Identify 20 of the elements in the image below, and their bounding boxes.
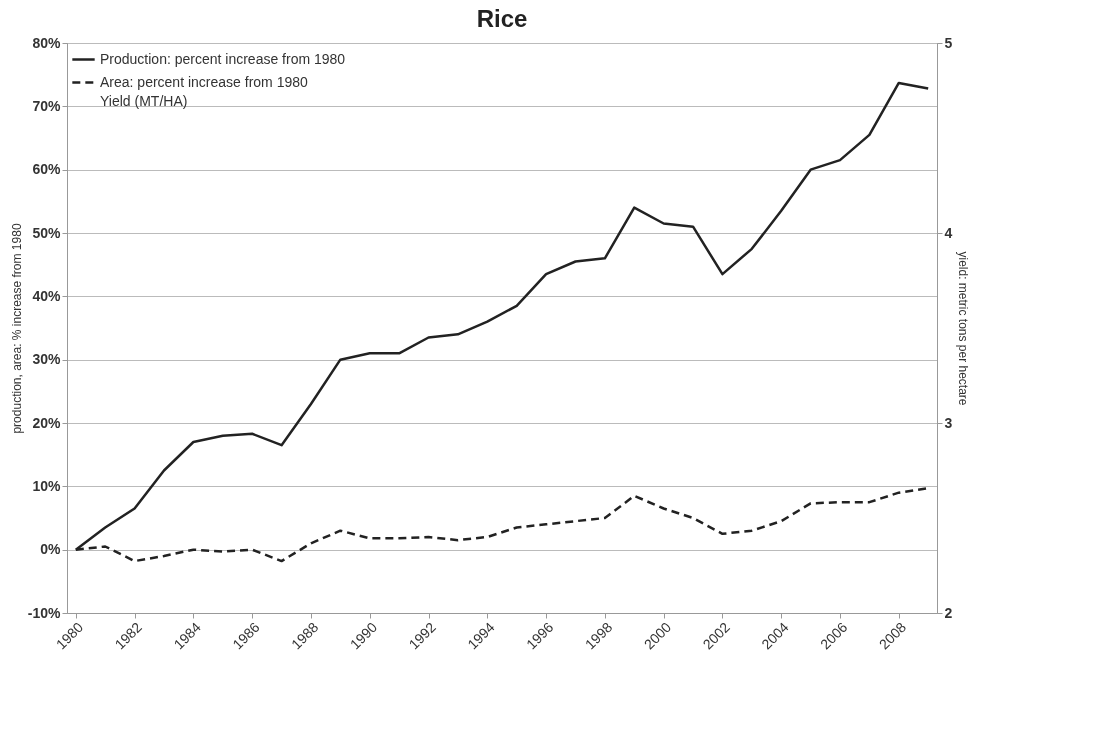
y-axis-title: production, area: % increase from 1980 bbox=[9, 223, 24, 434]
y-tick-label: 60% bbox=[32, 161, 62, 178]
annotation: Yield (MT/HA) bbox=[100, 93, 188, 109]
y-tick-label: 80% bbox=[32, 34, 62, 51]
y-tick-label: 40% bbox=[32, 287, 62, 304]
y2-tick-label: 2 bbox=[944, 604, 953, 621]
y-tick-label: 10% bbox=[32, 477, 62, 494]
legend-label: Area: percent increase from 1980 bbox=[100, 73, 308, 90]
y-tick-label: 30% bbox=[32, 351, 62, 368]
y-tick-label: 20% bbox=[32, 414, 62, 431]
y-tick-label: 70% bbox=[32, 97, 62, 114]
y-tick-label: -10% bbox=[27, 604, 62, 621]
y2-tick-label: 4 bbox=[944, 224, 953, 241]
y-tick-label: 50% bbox=[32, 224, 62, 241]
y2-axis-title: yield: metric tons per hectare bbox=[956, 251, 971, 406]
chart-title: Rice bbox=[476, 5, 528, 32]
y2-tick-label: 3 bbox=[944, 414, 953, 431]
legend-label: Production: percent increase from 1980 bbox=[100, 50, 346, 67]
y2-tick-label: 5 bbox=[944, 34, 953, 51]
y-tick-label: 0% bbox=[40, 541, 62, 558]
